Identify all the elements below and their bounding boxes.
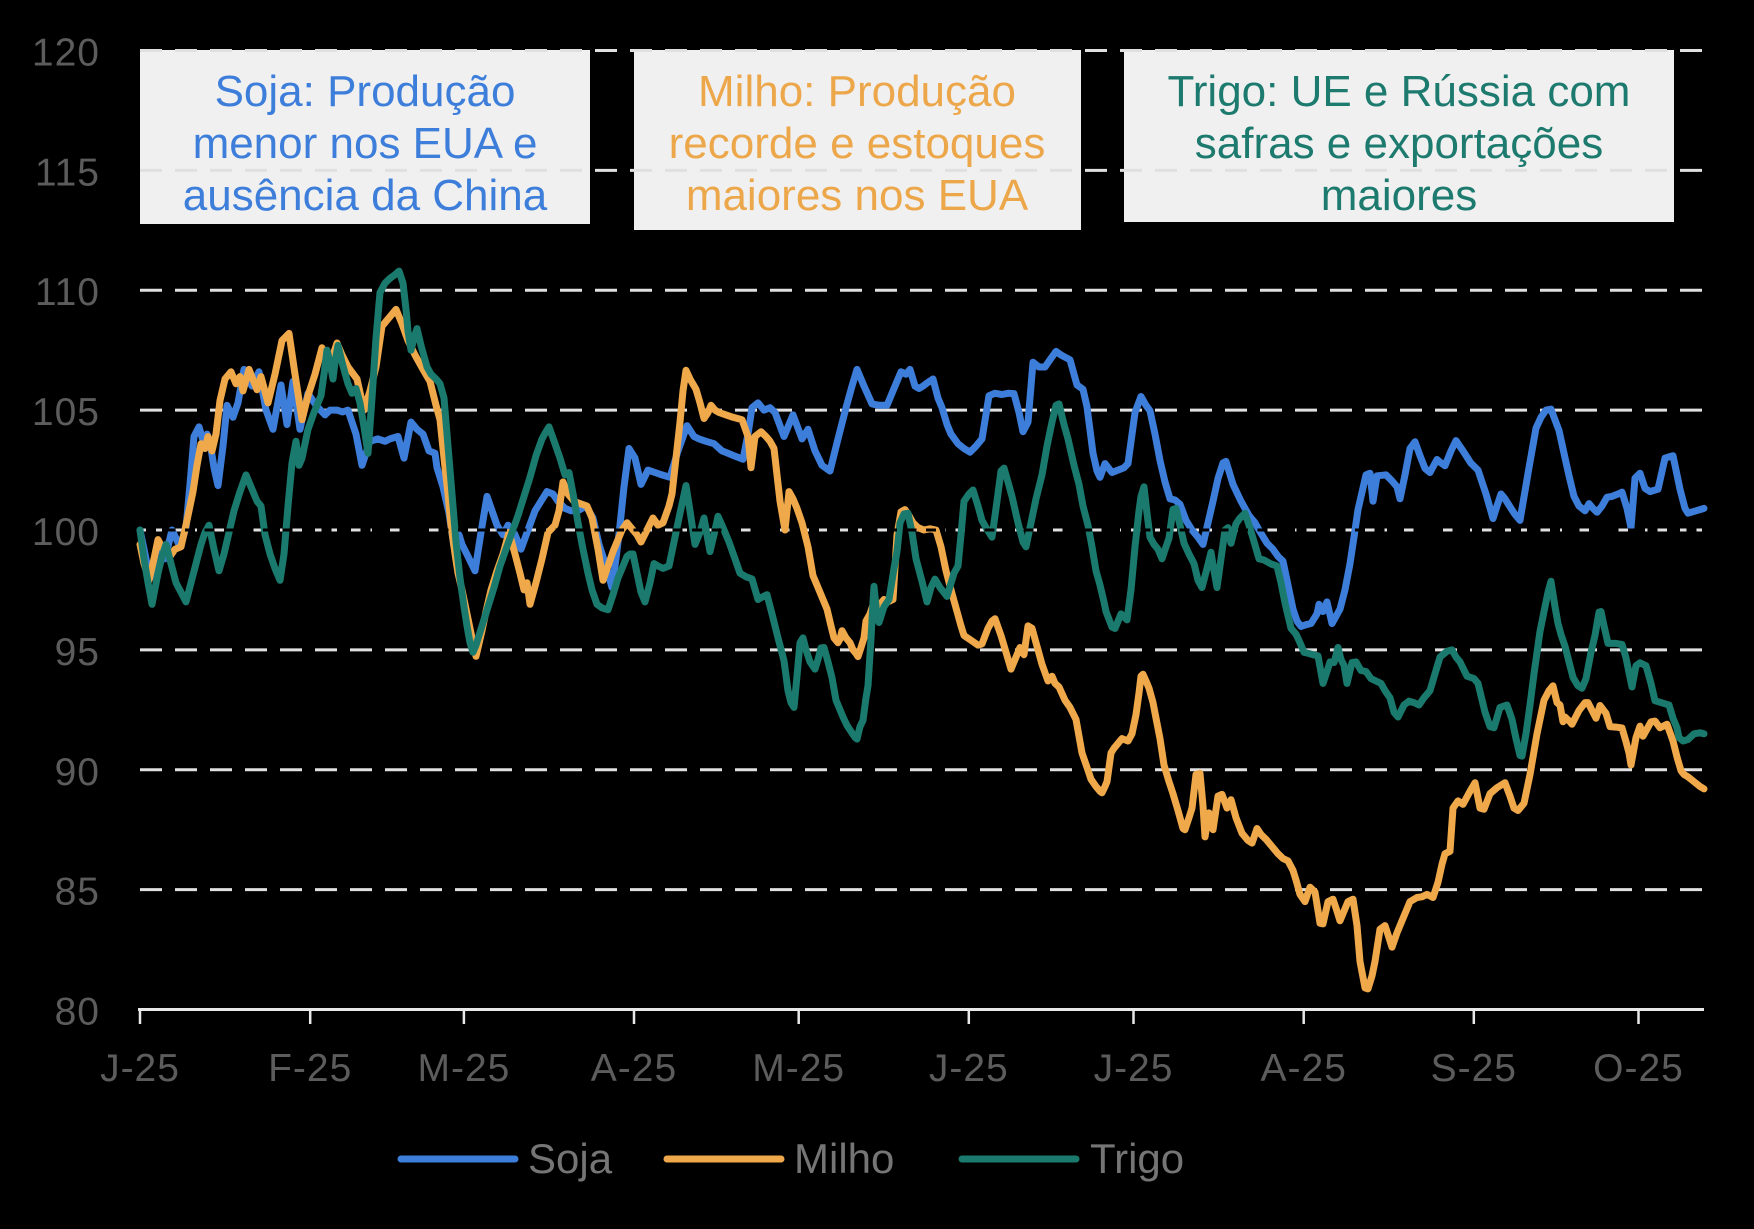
svg-text:maiores: maiores xyxy=(1321,171,1478,220)
svg-text:120: 120 xyxy=(32,32,100,75)
svg-text:Soja: Produção: Soja: Produção xyxy=(215,67,516,116)
svg-text:90: 90 xyxy=(55,751,100,794)
svg-text:Milho: Produção: Milho: Produção xyxy=(698,67,1016,116)
svg-text:safras e exportações: safras e exportações xyxy=(1195,119,1603,168)
svg-text:Trigo: Trigo xyxy=(1090,1135,1184,1182)
svg-text:80: 80 xyxy=(55,991,100,1034)
svg-text:115: 115 xyxy=(35,151,100,194)
svg-text:maiores nos EUA: maiores nos EUA xyxy=(686,171,1029,220)
svg-text:O-25: O-25 xyxy=(1593,1047,1684,1090)
svg-text:Trigo: UE e Rússia com: Trigo: UE e Rússia com xyxy=(1168,67,1631,116)
svg-text:M-25: M-25 xyxy=(752,1047,845,1090)
svg-text:110: 110 xyxy=(35,271,100,314)
svg-text:J-25: J-25 xyxy=(100,1047,180,1090)
svg-text:J-25: J-25 xyxy=(1094,1047,1174,1090)
svg-text:J-25: J-25 xyxy=(929,1047,1009,1090)
svg-text:S-25: S-25 xyxy=(1431,1047,1517,1090)
svg-text:105: 105 xyxy=(32,391,100,434)
svg-text:F-25: F-25 xyxy=(268,1047,352,1090)
svg-text:A-25: A-25 xyxy=(591,1047,677,1090)
svg-text:95: 95 xyxy=(55,631,100,674)
svg-text:100: 100 xyxy=(32,511,100,554)
svg-text:recorde e estoques: recorde e estoques xyxy=(669,119,1046,168)
svg-text:menor nos EUA e: menor nos EUA e xyxy=(193,119,538,168)
svg-text:A-25: A-25 xyxy=(1261,1047,1347,1090)
svg-text:85: 85 xyxy=(55,871,100,914)
svg-text:ausência da China: ausência da China xyxy=(183,171,548,220)
svg-text:Soja: Soja xyxy=(528,1135,613,1182)
svg-text:M-25: M-25 xyxy=(417,1047,510,1090)
svg-text:Milho: Milho xyxy=(794,1135,894,1182)
